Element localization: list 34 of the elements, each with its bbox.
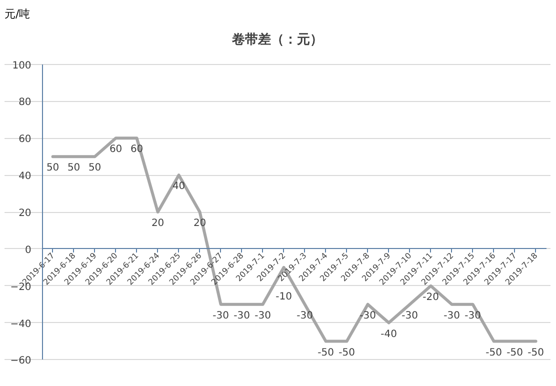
data-label: 50: [67, 162, 80, 174]
y-tick-label: −40: [10, 318, 32, 330]
y-tick-label: −60: [10, 356, 32, 367]
data-label: -30: [360, 310, 376, 322]
data-label: 50: [88, 162, 102, 174]
data-label: 60: [130, 144, 144, 156]
y-tick-label: 100: [12, 60, 32, 72]
data-label: -50: [486, 347, 502, 358]
data-label: 50: [46, 162, 60, 174]
y-tick-label: 0: [24, 244, 32, 256]
data-label: -50: [338, 347, 355, 358]
data-label: -30: [254, 310, 271, 322]
data-label: 60: [109, 144, 122, 156]
y-tick-label: 40: [18, 171, 32, 182]
data-label: -40: [380, 328, 397, 340]
data-label: -50: [528, 347, 544, 358]
y-tick-label: 20: [18, 208, 32, 220]
data-label: -30: [234, 310, 250, 322]
data-label: -50: [506, 347, 523, 358]
data-label: 20: [151, 218, 164, 230]
data-label: -30: [444, 310, 460, 322]
data-label: 20: [193, 218, 206, 230]
data-label: -30: [296, 310, 313, 322]
data-label: -50: [318, 347, 334, 358]
chart-title: 卷带差（：元）: [231, 32, 323, 48]
data-label: -30: [402, 310, 418, 322]
data-label: 40: [172, 181, 186, 192]
data-label: -10: [276, 291, 292, 302]
y-axis-title: 元/吨: [4, 8, 30, 20]
y-tick-label: 60: [18, 134, 32, 146]
data-label: -30: [212, 310, 229, 322]
data-label: -30: [464, 310, 481, 322]
y-tick-label: 80: [18, 97, 32, 108]
data-label: -20: [422, 292, 439, 303]
